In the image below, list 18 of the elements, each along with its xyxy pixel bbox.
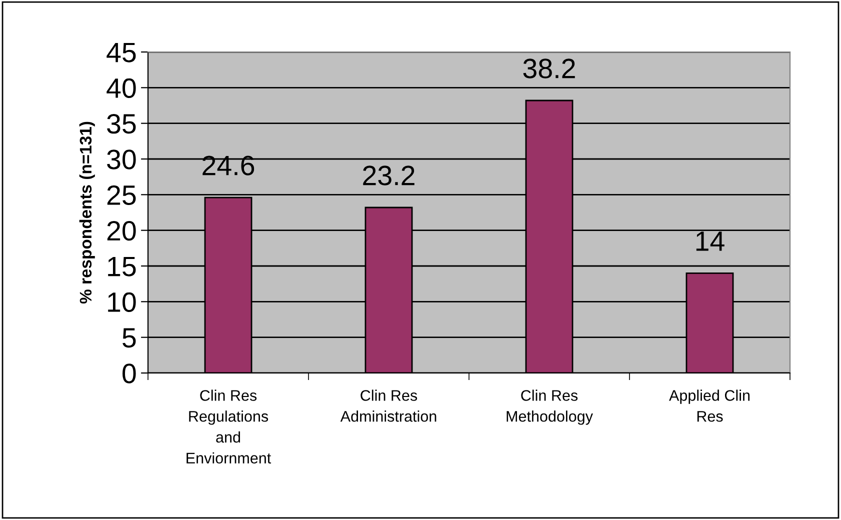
y-axis-title: % respondents (n=131) <box>79 122 95 304</box>
y-tick-label: 5 <box>122 328 136 348</box>
x-tick-label: Applied Clin Res <box>669 390 750 422</box>
data-label: 38.2 <box>523 58 575 78</box>
y-tick-label: 35 <box>107 114 136 134</box>
data-label: 23.2 <box>363 166 414 186</box>
y-tick-label: 20 <box>107 221 136 241</box>
y-tick-label: 45 <box>106 42 136 62</box>
x-tick-label: Clin Res Methodology <box>506 390 593 425</box>
y-tick-label: 0 <box>122 364 136 384</box>
y-tick-label: 25 <box>107 185 136 206</box>
x-tick-label: Clin Res Administration <box>340 390 436 422</box>
y-tick-label: 40 <box>106 78 136 98</box>
y-tick-label: 30 <box>107 150 136 170</box>
data-label: 14 <box>696 232 724 251</box>
y-tick-label: 10 <box>108 292 136 312</box>
y-tick-label: 15 <box>108 256 136 276</box>
x-tick-label: Clin Res Regulations and Enviornment <box>186 390 272 464</box>
